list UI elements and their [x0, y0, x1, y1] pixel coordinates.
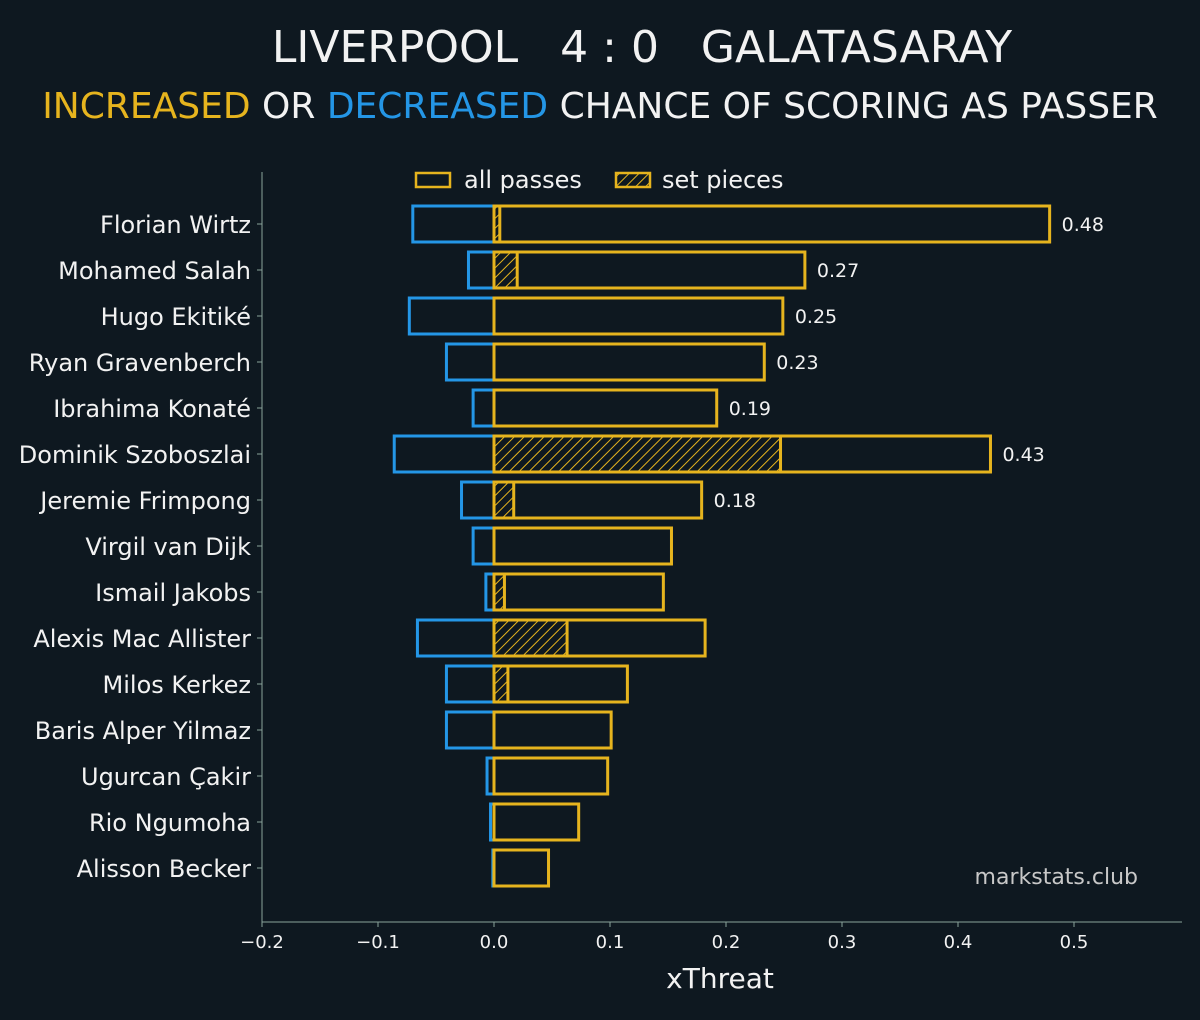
x-axis-label: xThreat — [666, 962, 774, 995]
bar-all-passes — [492, 250, 807, 290]
bar-set-pieces — [492, 572, 506, 612]
bar-set-pieces — [492, 250, 519, 290]
bar-decreased — [471, 388, 496, 428]
subtitle-decreased: DECREASED — [326, 86, 549, 127]
x-tick-label: 0.0 — [480, 932, 509, 953]
data-label: 0.19 — [729, 398, 771, 420]
bar-decreased — [471, 526, 496, 566]
legend-label-set-pieces: set pieces — [662, 166, 783, 194]
subtitle-or: OR — [250, 86, 327, 127]
bar-set-pieces — [492, 434, 783, 474]
y-tick-label: Mohamed Salah — [58, 257, 251, 285]
bar-all-passes — [492, 572, 665, 612]
bar-all-passes — [492, 848, 551, 888]
y-tick-label: Alexis Mac Allister — [33, 625, 251, 653]
x-tick-label: 0.2 — [712, 932, 741, 953]
y-tick-label: Hugo Ekitiké — [101, 303, 251, 331]
bar-set-pieces — [492, 618, 569, 658]
legend-swatch-set-pieces — [614, 171, 652, 189]
bar-all-passes — [492, 296, 785, 336]
y-tick-label: Alisson Becker — [77, 855, 252, 883]
bar-decreased — [415, 618, 496, 658]
bar-set-pieces — [492, 480, 516, 520]
y-tick-label: Ugurcan Çakir — [81, 763, 251, 791]
data-label: 0.27 — [817, 260, 859, 282]
y-tick-label: Rio Ngumoha — [89, 809, 251, 837]
data-label: 0.43 — [1002, 444, 1044, 466]
bar-all-passes — [492, 526, 673, 566]
bar-all-passes — [492, 342, 766, 382]
bar-all-passes — [492, 756, 610, 796]
x-tick-label: 0.5 — [1060, 932, 1089, 953]
home-team: LIVERPOOL — [271, 22, 519, 73]
y-tick-label: Ismail Jakobs — [95, 579, 251, 607]
y-tick-label: Florian Wirtz — [100, 211, 251, 239]
y-tick-label: Ryan Gravenberch — [29, 349, 251, 377]
bar-set-pieces — [492, 204, 502, 244]
bar-set-pieces — [492, 664, 510, 704]
y-tick-label: Dominik Szoboszlai — [19, 441, 251, 469]
x-tick-label: −0.2 — [240, 932, 284, 953]
bar-decreased — [407, 296, 496, 336]
away-team: GALATASARAY — [700, 22, 1013, 73]
bar-all-passes — [492, 802, 581, 842]
data-label: 0.25 — [795, 306, 837, 328]
bar-decreased — [460, 480, 496, 520]
bar-decreased — [444, 710, 496, 750]
bar-decreased — [411, 204, 496, 244]
chart-title: LIVERPOOL 4 : 0 GALATASARAY — [0, 22, 1200, 73]
x-tick-label: −0.1 — [356, 932, 400, 953]
y-tick-label: Milos Kerkez — [103, 671, 251, 699]
bar-all-passes — [492, 710, 613, 750]
chart-subtitle: INCREASED OR DECREASED CHANCE OF SCORING… — [0, 86, 1200, 127]
data-label: 0.23 — [776, 352, 818, 374]
x-tick-label: 0.3 — [828, 932, 857, 953]
bar-all-passes — [492, 664, 629, 704]
y-tick-label: Ibrahima Konaté — [53, 395, 251, 423]
subtitle-increased: INCREASED — [42, 86, 251, 127]
bar-decreased — [466, 250, 496, 290]
bar-all-passes — [492, 480, 704, 520]
legend-swatch-all-passes — [414, 171, 452, 189]
bar-decreased — [444, 342, 496, 382]
data-label: 0.48 — [1062, 214, 1104, 236]
bar-all-passes — [492, 388, 719, 428]
bar-decreased — [444, 664, 496, 704]
x-tick-label: 0.1 — [596, 932, 625, 953]
bar-decreased — [392, 434, 496, 474]
bar-all-passes — [492, 204, 1052, 244]
data-label: 0.18 — [714, 490, 756, 512]
legend-label-all-passes: all passes — [464, 166, 582, 194]
score: 4 : 0 — [560, 22, 659, 73]
subtitle-rest: CHANCE OF SCORING AS PASSER — [548, 86, 1158, 127]
y-tick-label: Jeremie Frimpong — [38, 487, 251, 515]
watermark: markstats.club — [975, 865, 1138, 890]
y-tick-label: Baris Alper Yilmaz — [35, 717, 251, 745]
x-tick-label: 0.4 — [944, 932, 973, 953]
y-tick-label: Virgil van Dijk — [85, 533, 251, 561]
